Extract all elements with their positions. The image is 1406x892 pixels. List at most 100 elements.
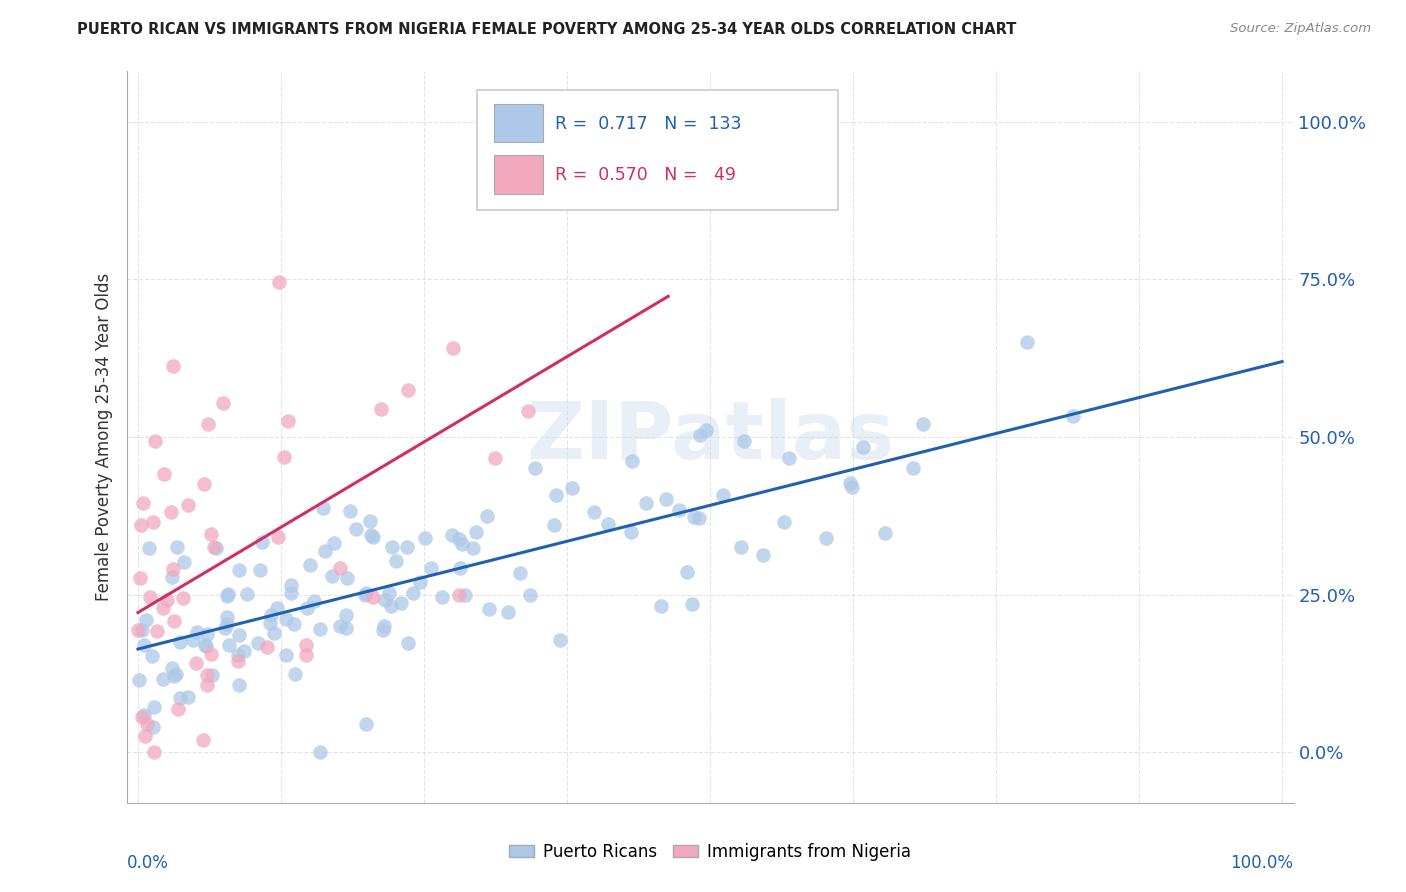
Point xyxy=(304,593,326,607)
Point xyxy=(430,590,453,604)
Point xyxy=(682,597,704,611)
Text: PUERTO RICAN VS IMMIGRANTS FROM NIGERIA FEMALE POVERTY AMONG 25-34 YEAR OLDS COR: PUERTO RICAN VS IMMIGRANTS FROM NIGERIA … xyxy=(77,22,1017,37)
Point xyxy=(396,383,419,397)
Point xyxy=(134,730,156,744)
Text: Source: ZipAtlas.com: Source: ZipAtlas.com xyxy=(1230,22,1371,36)
Point xyxy=(413,532,436,546)
Point xyxy=(620,525,643,540)
Point xyxy=(464,524,486,539)
Point xyxy=(217,587,239,601)
Point xyxy=(141,648,163,663)
Point xyxy=(773,515,796,529)
Point xyxy=(321,568,343,582)
Point xyxy=(449,588,471,602)
Point xyxy=(250,534,273,549)
Point xyxy=(451,537,474,551)
Point xyxy=(484,450,506,465)
Point xyxy=(371,623,394,637)
Point xyxy=(598,516,620,531)
Point xyxy=(156,593,179,607)
Point xyxy=(211,396,233,410)
Point xyxy=(373,619,395,633)
Point xyxy=(561,481,583,495)
Point xyxy=(354,716,377,731)
Point xyxy=(335,621,357,635)
Text: R =  0.570   N =   49: R = 0.570 N = 49 xyxy=(555,166,735,185)
Point xyxy=(402,586,425,600)
Point xyxy=(509,566,531,580)
Point xyxy=(711,488,734,502)
Point xyxy=(378,586,401,600)
Point xyxy=(1015,335,1038,350)
Text: ZIPatlas: ZIPatlas xyxy=(526,398,894,476)
Point xyxy=(440,527,463,541)
FancyBboxPatch shape xyxy=(494,104,543,143)
Point xyxy=(226,654,249,668)
Point xyxy=(162,562,184,576)
Point xyxy=(1062,409,1084,423)
Point xyxy=(177,690,200,705)
Point xyxy=(336,572,359,586)
Point xyxy=(163,614,186,628)
Point xyxy=(543,517,565,532)
Point xyxy=(228,563,250,577)
Point xyxy=(200,526,222,541)
Point xyxy=(194,639,217,653)
Point xyxy=(274,612,297,626)
Point xyxy=(152,467,174,481)
Point xyxy=(195,668,218,682)
Point xyxy=(266,601,288,615)
Point xyxy=(267,530,290,544)
Point xyxy=(134,638,156,652)
Text: R =  0.717   N =  133: R = 0.717 N = 133 xyxy=(555,115,741,133)
Point xyxy=(873,526,896,541)
Point xyxy=(233,644,256,658)
Point xyxy=(128,673,150,687)
Point xyxy=(195,627,218,641)
Point xyxy=(135,613,157,627)
Point xyxy=(143,745,166,759)
Point xyxy=(276,648,298,663)
Point xyxy=(620,454,643,468)
Point xyxy=(142,515,165,529)
Point xyxy=(181,632,204,647)
Point xyxy=(323,535,346,549)
Point xyxy=(172,591,194,605)
Point xyxy=(389,597,412,611)
Text: 0.0%: 0.0% xyxy=(127,854,169,872)
Point xyxy=(145,434,167,449)
Point xyxy=(136,717,159,731)
Point xyxy=(655,491,678,506)
Point xyxy=(228,678,250,692)
Point xyxy=(650,599,672,614)
Point xyxy=(346,522,368,536)
Point xyxy=(683,510,706,524)
Point xyxy=(217,617,239,632)
Point xyxy=(409,574,432,589)
Point xyxy=(197,678,219,692)
Point xyxy=(354,586,377,600)
Point xyxy=(478,602,501,616)
Point xyxy=(447,532,470,546)
Point xyxy=(280,577,302,591)
Point xyxy=(177,498,200,512)
Point xyxy=(461,541,484,555)
Point xyxy=(295,638,318,652)
Point xyxy=(205,541,228,555)
FancyBboxPatch shape xyxy=(477,90,838,211)
Point xyxy=(143,700,166,714)
Point xyxy=(201,667,224,681)
Point xyxy=(309,622,332,636)
Point xyxy=(314,543,336,558)
Point xyxy=(259,616,281,631)
Point xyxy=(339,503,361,517)
Point xyxy=(733,434,755,448)
Point xyxy=(267,275,290,289)
Point xyxy=(169,635,191,649)
Point xyxy=(370,402,392,417)
Point xyxy=(263,626,285,640)
Point xyxy=(138,541,160,556)
Point xyxy=(548,632,571,647)
Point xyxy=(159,505,181,519)
Point xyxy=(128,571,150,585)
